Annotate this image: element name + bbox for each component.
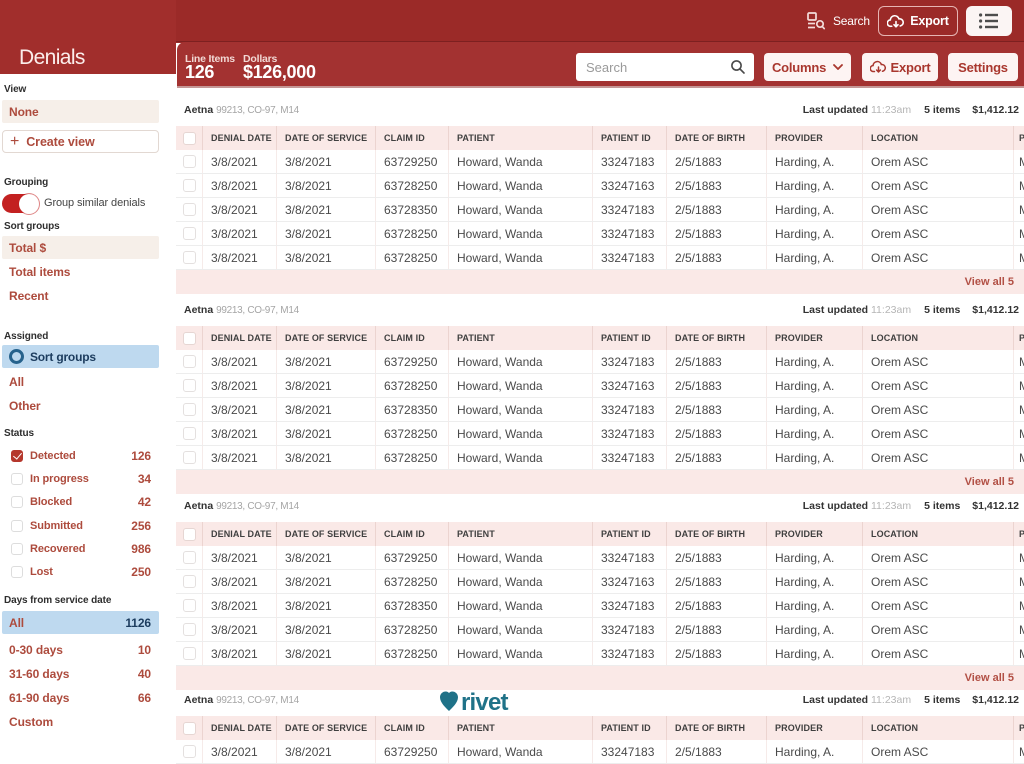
svg-text:rivet: rivet (461, 689, 509, 715)
